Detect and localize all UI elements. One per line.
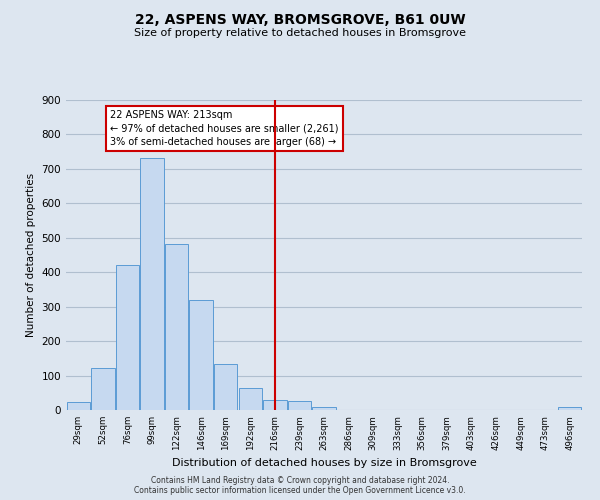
Bar — [558, 407, 581, 410]
Bar — [116, 266, 139, 410]
Text: Contains public sector information licensed under the Open Government Licence v3: Contains public sector information licen… — [134, 486, 466, 495]
Bar — [239, 388, 262, 410]
Bar — [190, 300, 213, 410]
Bar — [91, 368, 115, 410]
Bar — [67, 402, 90, 410]
Bar — [313, 406, 335, 410]
Bar — [165, 244, 188, 410]
Text: 22, ASPENS WAY, BROMSGROVE, B61 0UW: 22, ASPENS WAY, BROMSGROVE, B61 0UW — [134, 12, 466, 26]
Text: Size of property relative to detached houses in Bromsgrove: Size of property relative to detached ho… — [134, 28, 466, 38]
Bar — [288, 402, 311, 410]
Y-axis label: Number of detached properties: Number of detached properties — [26, 173, 36, 337]
Bar — [263, 400, 287, 410]
Text: 22 ASPENS WAY: 213sqm
← 97% of detached houses are smaller (2,261)
3% of semi-de: 22 ASPENS WAY: 213sqm ← 97% of detached … — [110, 110, 339, 146]
Bar — [140, 158, 164, 410]
X-axis label: Distribution of detached houses by size in Bromsgrove: Distribution of detached houses by size … — [172, 458, 476, 468]
Bar — [214, 364, 238, 410]
Text: Contains HM Land Registry data © Crown copyright and database right 2024.: Contains HM Land Registry data © Crown c… — [151, 476, 449, 485]
